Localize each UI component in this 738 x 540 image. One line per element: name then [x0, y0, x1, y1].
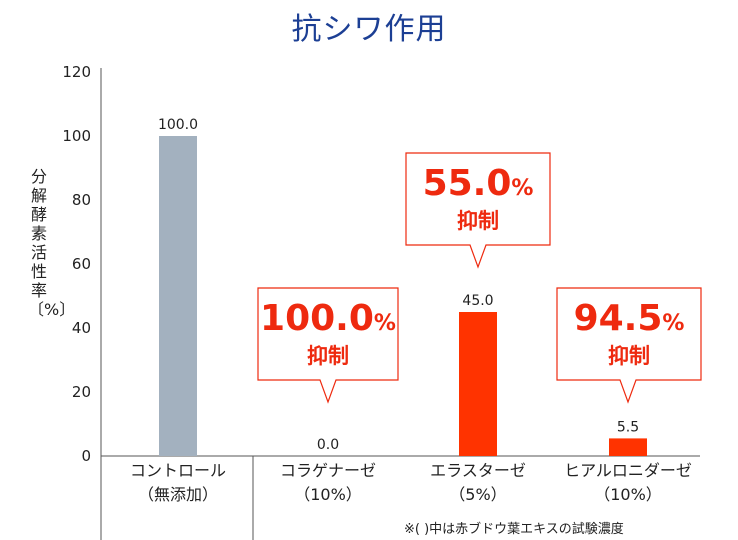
chart-title: 抗シワ作用	[291, 12, 447, 47]
data-label: 0.0	[317, 437, 339, 453]
data-label: 5.5	[617, 419, 639, 435]
bar	[609, 438, 647, 456]
data-label: 100.0	[158, 117, 198, 133]
y-tick-label: 0	[81, 447, 91, 465]
x-tick-label: ヒアルロニダーゼ	[564, 461, 692, 480]
bar	[459, 312, 497, 456]
y-tick-label: 100	[62, 127, 91, 145]
callout-unit: %	[662, 311, 684, 336]
x-tick-label-sub: （無添加）	[138, 485, 218, 504]
y-tick-label: 60	[72, 255, 91, 273]
data-label: 45.0	[462, 293, 493, 309]
callout-text: 抑制	[608, 344, 650, 368]
y-tick-label: 20	[72, 383, 91, 401]
y-tick-label: 120	[62, 63, 91, 81]
x-tick-label-sub: （10%）	[294, 485, 362, 504]
x-tick-label-sub: （5%）	[449, 485, 506, 504]
x-tick-label: コラゲナーゼ	[280, 461, 376, 480]
bar	[159, 136, 197, 456]
x-tick-label: エラスターゼ	[430, 461, 526, 480]
callout-unit: %	[374, 311, 396, 336]
x-tick-label: コントロール	[130, 461, 226, 480]
callout-value: 100.0%	[260, 298, 396, 339]
callout-text: 抑制	[457, 209, 499, 233]
y-tick-label: 80	[72, 191, 91, 209]
callout-box	[257, 287, 399, 404]
y-tick-label: 40	[72, 319, 91, 337]
callout-unit: %	[511, 176, 533, 201]
x-tick-label-sub: （10%）	[594, 485, 662, 504]
footnote: ※( )中は赤ブドウ葉エキスの試験濃度	[404, 522, 624, 537]
callout-box	[405, 152, 551, 269]
callout-box	[556, 287, 702, 404]
callout-text: 抑制	[307, 344, 349, 368]
